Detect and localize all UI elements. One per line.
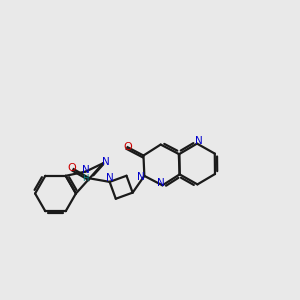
Text: H: H <box>82 174 88 183</box>
Text: N: N <box>106 173 113 183</box>
Text: N: N <box>195 136 203 146</box>
Text: O: O <box>67 163 76 173</box>
Text: N: N <box>137 172 145 182</box>
Text: O: O <box>123 142 132 152</box>
Text: N: N <box>82 165 89 175</box>
Text: N: N <box>157 178 165 188</box>
Text: N: N <box>102 157 110 167</box>
